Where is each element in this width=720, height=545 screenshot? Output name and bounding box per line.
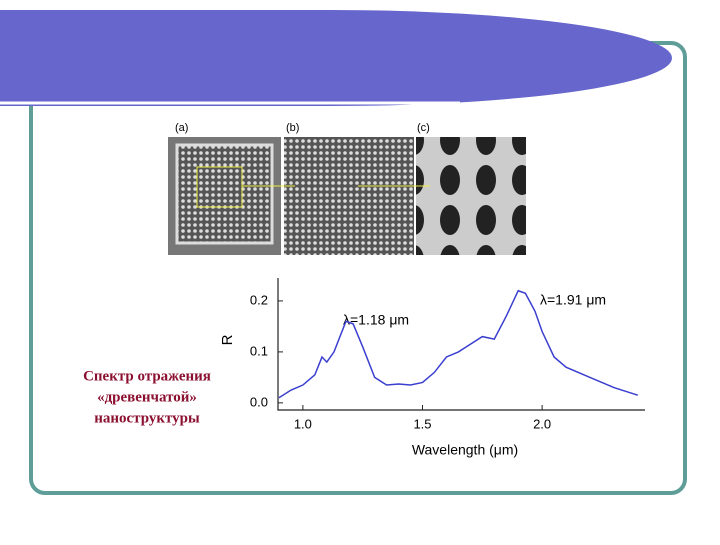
x-axis-label: Wavelength (μm): [412, 442, 518, 458]
x-tick-label: 1.0: [294, 416, 312, 431]
sem-images: [168, 137, 526, 255]
annotation: λ=1.91 μm: [540, 292, 606, 308]
panel-label: (c): [417, 122, 430, 134]
caption: Спектр отражения: [83, 368, 211, 384]
annotation: λ=1.18 μm: [343, 312, 409, 328]
x-tick-label: 1.5: [413, 416, 431, 431]
y-axis-label: R: [219, 334, 236, 345]
banner: [0, 10, 330, 106]
panel-label: (b): [286, 122, 299, 134]
axes: [277, 278, 645, 411]
y-tick-label: 0.2: [250, 292, 268, 307]
caption: «древенчатой»: [97, 389, 197, 405]
x-tick-label: 2.0: [533, 416, 551, 431]
y-tick-label: 0.0: [250, 394, 268, 409]
y-tick-label: 0.1: [250, 343, 268, 358]
panel-label: (a): [175, 122, 188, 134]
caption: наноструктуры: [94, 410, 200, 426]
data-line: [278, 289, 639, 399]
